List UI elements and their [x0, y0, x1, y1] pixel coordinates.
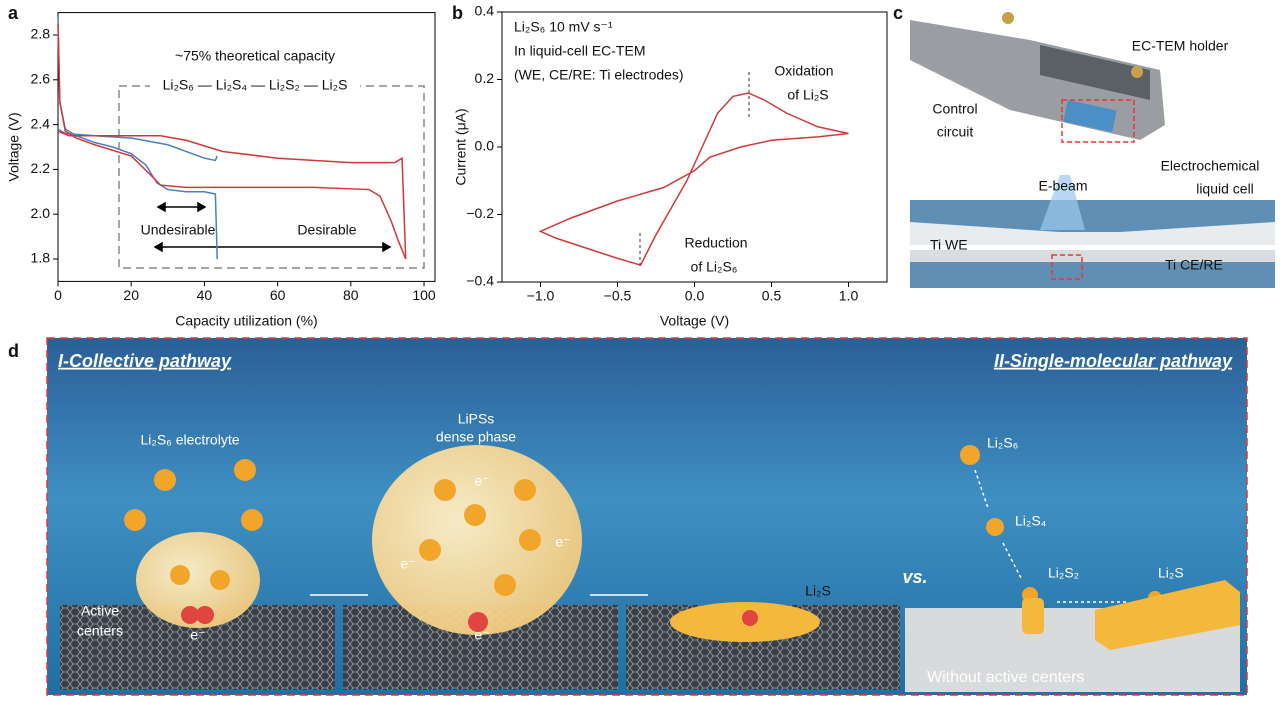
- arrows: [153, 201, 392, 253]
- panel-label: b: [452, 3, 463, 23]
- vs-label: vs.: [902, 567, 927, 587]
- c-label: Control: [932, 101, 977, 117]
- d-label: LiPSs: [458, 411, 495, 427]
- y-tick-label: 2.6: [31, 71, 51, 87]
- data-line: [57, 17, 218, 260]
- x-tick-label: 80: [343, 287, 359, 303]
- c-label: Ti CE/RE: [1165, 257, 1223, 273]
- panel-label: c: [893, 3, 903, 23]
- x-tick-label: 20: [123, 287, 139, 303]
- y-tick-label: 2.0: [31, 205, 51, 221]
- species-label: Li₂S₂: [1048, 565, 1079, 581]
- y-tick-label: 2.8: [31, 26, 51, 42]
- d-label: Without active centers: [927, 669, 1084, 686]
- x-tick-label: −0.5: [604, 288, 632, 304]
- x-tick-label: 0.5: [762, 288, 782, 304]
- plot-frame: [57, 12, 436, 282]
- annotation: Reduction: [684, 235, 747, 251]
- c-label: E-beam: [1038, 178, 1087, 194]
- annotation: Li₂S₆ — Li₂S₄ — Li₂S₂ — Li₂S: [163, 77, 348, 93]
- dashed-box: [118, 85, 425, 269]
- pathway-title: II-Single-molecular pathway: [994, 351, 1233, 371]
- electron-label: e⁻: [555, 534, 570, 550]
- x-tick-label: 40: [197, 287, 213, 303]
- electron-label: e⁻: [190, 627, 205, 643]
- panel-label: d: [8, 341, 19, 361]
- y-axis-label: Voltage (V): [6, 112, 22, 181]
- c-label: Electrochemical: [1161, 158, 1260, 174]
- dashed-border: [46, 337, 1248, 696]
- data-line: [57, 128, 218, 162]
- c-label: Ti WE: [930, 237, 968, 253]
- y-tick-label: 0.0: [475, 138, 495, 154]
- electron-label: e⁻: [474, 627, 489, 643]
- species-label: Li₂S₄: [1015, 513, 1047, 529]
- data-line: [57, 23, 407, 260]
- x-tick-label: 100: [412, 287, 436, 303]
- annotation: of Li₂S: [787, 87, 828, 103]
- d-label: Li₂S₆ electrolyte: [140, 432, 239, 448]
- annotation: ~75% theoretical capacity: [175, 48, 335, 64]
- annotation: Undesirable: [141, 222, 216, 238]
- data-line: [538, 92, 849, 267]
- x-tick-label: 60: [270, 287, 286, 303]
- d-label: dense phase: [436, 429, 516, 445]
- y-axis-label: Current (μA): [453, 108, 469, 185]
- y-tick-label: −0.2: [466, 205, 494, 221]
- x-tick-label: 0: [54, 287, 62, 303]
- c-label: liquid cell: [1196, 181, 1254, 197]
- scene: [60, 445, 1240, 692]
- c-label: EC-TEM holder: [1132, 38, 1229, 54]
- electron-label: e⁻: [400, 556, 415, 572]
- x-axis-label: Capacity utilization (%): [175, 313, 317, 329]
- annotation: of Li₂S₆: [691, 259, 738, 275]
- y-tick-label: −0.4: [466, 273, 494, 289]
- annotation: Desirable: [297, 222, 356, 238]
- label-bg: [150, 77, 360, 95]
- d-label: Li₂S: [805, 583, 831, 599]
- x-tick-label: 1.0: [839, 288, 859, 304]
- pathway-title: I-Collective pathway: [58, 351, 232, 371]
- y-tick-label: 0.2: [475, 70, 495, 86]
- d-label: centers: [77, 623, 123, 639]
- x-tick-label: 0.0: [685, 288, 705, 304]
- holder-illustration: [910, 12, 1275, 288]
- c-label: circuit: [937, 124, 974, 140]
- y-tick-label: 0.4: [475, 3, 495, 19]
- annotation: Li₂S₆ 10 mV s⁻¹: [514, 19, 613, 35]
- d-label: Active: [81, 603, 119, 619]
- species-label: Li₂S: [1158, 565, 1184, 581]
- y-tick-label: 2.4: [31, 115, 51, 131]
- panel-label: a: [8, 3, 19, 23]
- species-label: Li₂S₆: [987, 435, 1018, 451]
- x-axis-label: Voltage (V): [660, 313, 729, 329]
- annotation: (WE, CE/RE: Ti electrodes): [514, 67, 684, 83]
- y-tick-label: 2.2: [31, 160, 51, 176]
- x-tick-label: −1.0: [527, 288, 555, 304]
- electron-label: e⁻: [474, 473, 489, 489]
- annotation: Oxidation: [774, 63, 833, 79]
- annotation: In liquid-cell EC-TEM: [514, 43, 645, 59]
- y-tick-label: 1.8: [31, 250, 51, 266]
- data-line: [57, 130, 407, 260]
